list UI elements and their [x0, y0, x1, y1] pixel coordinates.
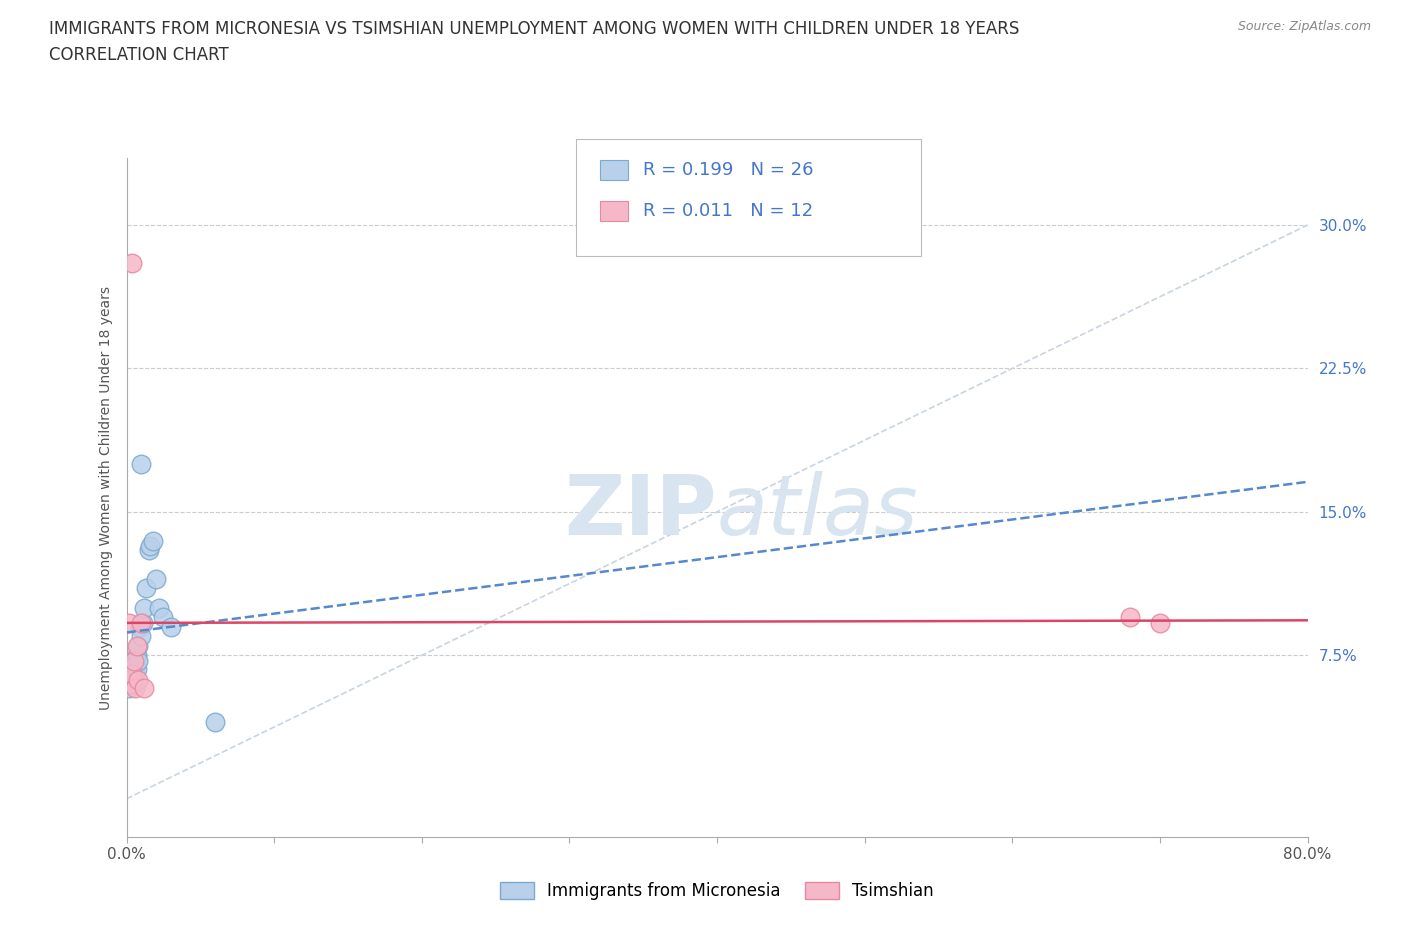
Text: IMMIGRANTS FROM MICRONESIA VS TSIMSHIAN UNEMPLOYMENT AMONG WOMEN WITH CHILDREN U: IMMIGRANTS FROM MICRONESIA VS TSIMSHIAN …: [49, 20, 1019, 38]
Point: [122, 671, 145, 685]
Point: [121, 667, 143, 682]
Point: [124, 681, 146, 696]
Point: [129, 629, 153, 644]
Point: [124, 658, 146, 672]
Text: atlas: atlas: [717, 471, 918, 551]
Point: [121, 667, 143, 682]
Point: [135, 581, 157, 596]
Text: CORRELATION CHART: CORRELATION CHART: [49, 46, 229, 64]
Point: [120, 672, 142, 687]
Point: [142, 533, 165, 548]
Point: [1149, 616, 1171, 631]
Point: [148, 600, 170, 615]
Point: [124, 667, 146, 682]
Text: R = 0.199   N = 26: R = 0.199 N = 26: [643, 161, 813, 179]
Point: [139, 538, 162, 553]
Point: [125, 661, 148, 676]
Point: [132, 616, 155, 631]
Legend: Immigrants from Micronesia, Tsimshian: Immigrants from Micronesia, Tsimshian: [494, 875, 941, 907]
Point: [121, 256, 143, 271]
Point: [129, 616, 153, 631]
Text: ZIP: ZIP: [565, 471, 717, 551]
Text: Source: ZipAtlas.com: Source: ZipAtlas.com: [1237, 20, 1371, 33]
Point: [152, 610, 174, 625]
Text: R = 0.011   N = 12: R = 0.011 N = 12: [643, 202, 813, 220]
Point: [145, 571, 167, 586]
Point: [125, 648, 148, 663]
Point: [122, 654, 145, 669]
Point: [134, 681, 156, 696]
Point: [1119, 610, 1142, 625]
Point: [118, 681, 141, 696]
Point: [127, 654, 149, 669]
Point: [122, 663, 145, 678]
Point: [127, 638, 149, 653]
Point: [138, 543, 160, 558]
Point: [134, 600, 156, 615]
Point: [118, 616, 141, 631]
Point: [159, 619, 183, 634]
Point: [127, 672, 149, 687]
Y-axis label: Unemployment Among Women with Children Under 18 years: Unemployment Among Women with Children U…: [98, 286, 112, 710]
Point: [204, 715, 226, 730]
Point: [129, 457, 153, 472]
Point: [125, 638, 148, 653]
Point: [121, 676, 143, 691]
Point: [128, 619, 150, 634]
Point: [120, 676, 142, 691]
